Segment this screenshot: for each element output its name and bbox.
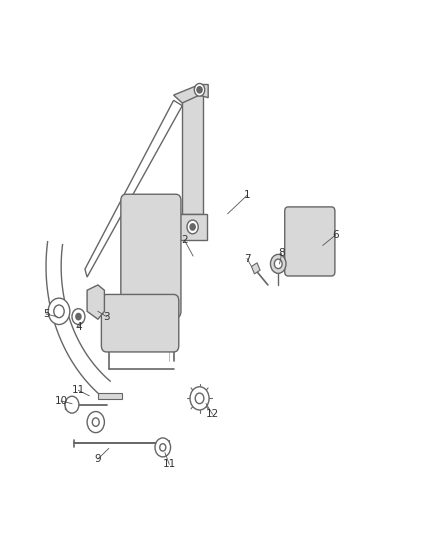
- Polygon shape: [87, 285, 104, 319]
- Text: 10: 10: [55, 396, 68, 406]
- Text: 12: 12: [206, 409, 219, 419]
- Text: 5: 5: [43, 309, 49, 319]
- FancyBboxPatch shape: [121, 194, 181, 318]
- Circle shape: [72, 309, 85, 325]
- Circle shape: [92, 418, 99, 426]
- FancyBboxPatch shape: [285, 207, 335, 276]
- Bar: [182, 95, 203, 214]
- FancyBboxPatch shape: [101, 294, 179, 352]
- Text: 4: 4: [75, 322, 82, 332]
- Circle shape: [187, 220, 198, 234]
- Circle shape: [274, 259, 282, 269]
- Circle shape: [190, 387, 209, 410]
- Text: 8: 8: [279, 248, 285, 259]
- Circle shape: [155, 438, 170, 457]
- Polygon shape: [251, 263, 260, 274]
- Text: 11: 11: [162, 459, 176, 469]
- Polygon shape: [173, 85, 208, 103]
- Circle shape: [54, 305, 64, 318]
- Circle shape: [160, 443, 166, 451]
- Circle shape: [194, 84, 205, 96]
- Text: 1: 1: [244, 190, 251, 200]
- Circle shape: [190, 224, 195, 230]
- Text: 2: 2: [181, 235, 188, 245]
- Text: 7: 7: [244, 254, 251, 264]
- Circle shape: [197, 87, 202, 93]
- Text: 11: 11: [72, 385, 85, 395]
- Circle shape: [270, 254, 286, 273]
- Circle shape: [87, 411, 104, 433]
- Text: 3: 3: [103, 312, 110, 321]
- Circle shape: [65, 396, 79, 413]
- Bar: [178, 214, 207, 240]
- Bar: [98, 393, 122, 399]
- Polygon shape: [85, 100, 182, 277]
- Circle shape: [76, 313, 81, 320]
- Text: 6: 6: [332, 230, 339, 240]
- Text: 9: 9: [95, 454, 101, 464]
- Circle shape: [195, 393, 204, 403]
- Circle shape: [48, 298, 70, 325]
